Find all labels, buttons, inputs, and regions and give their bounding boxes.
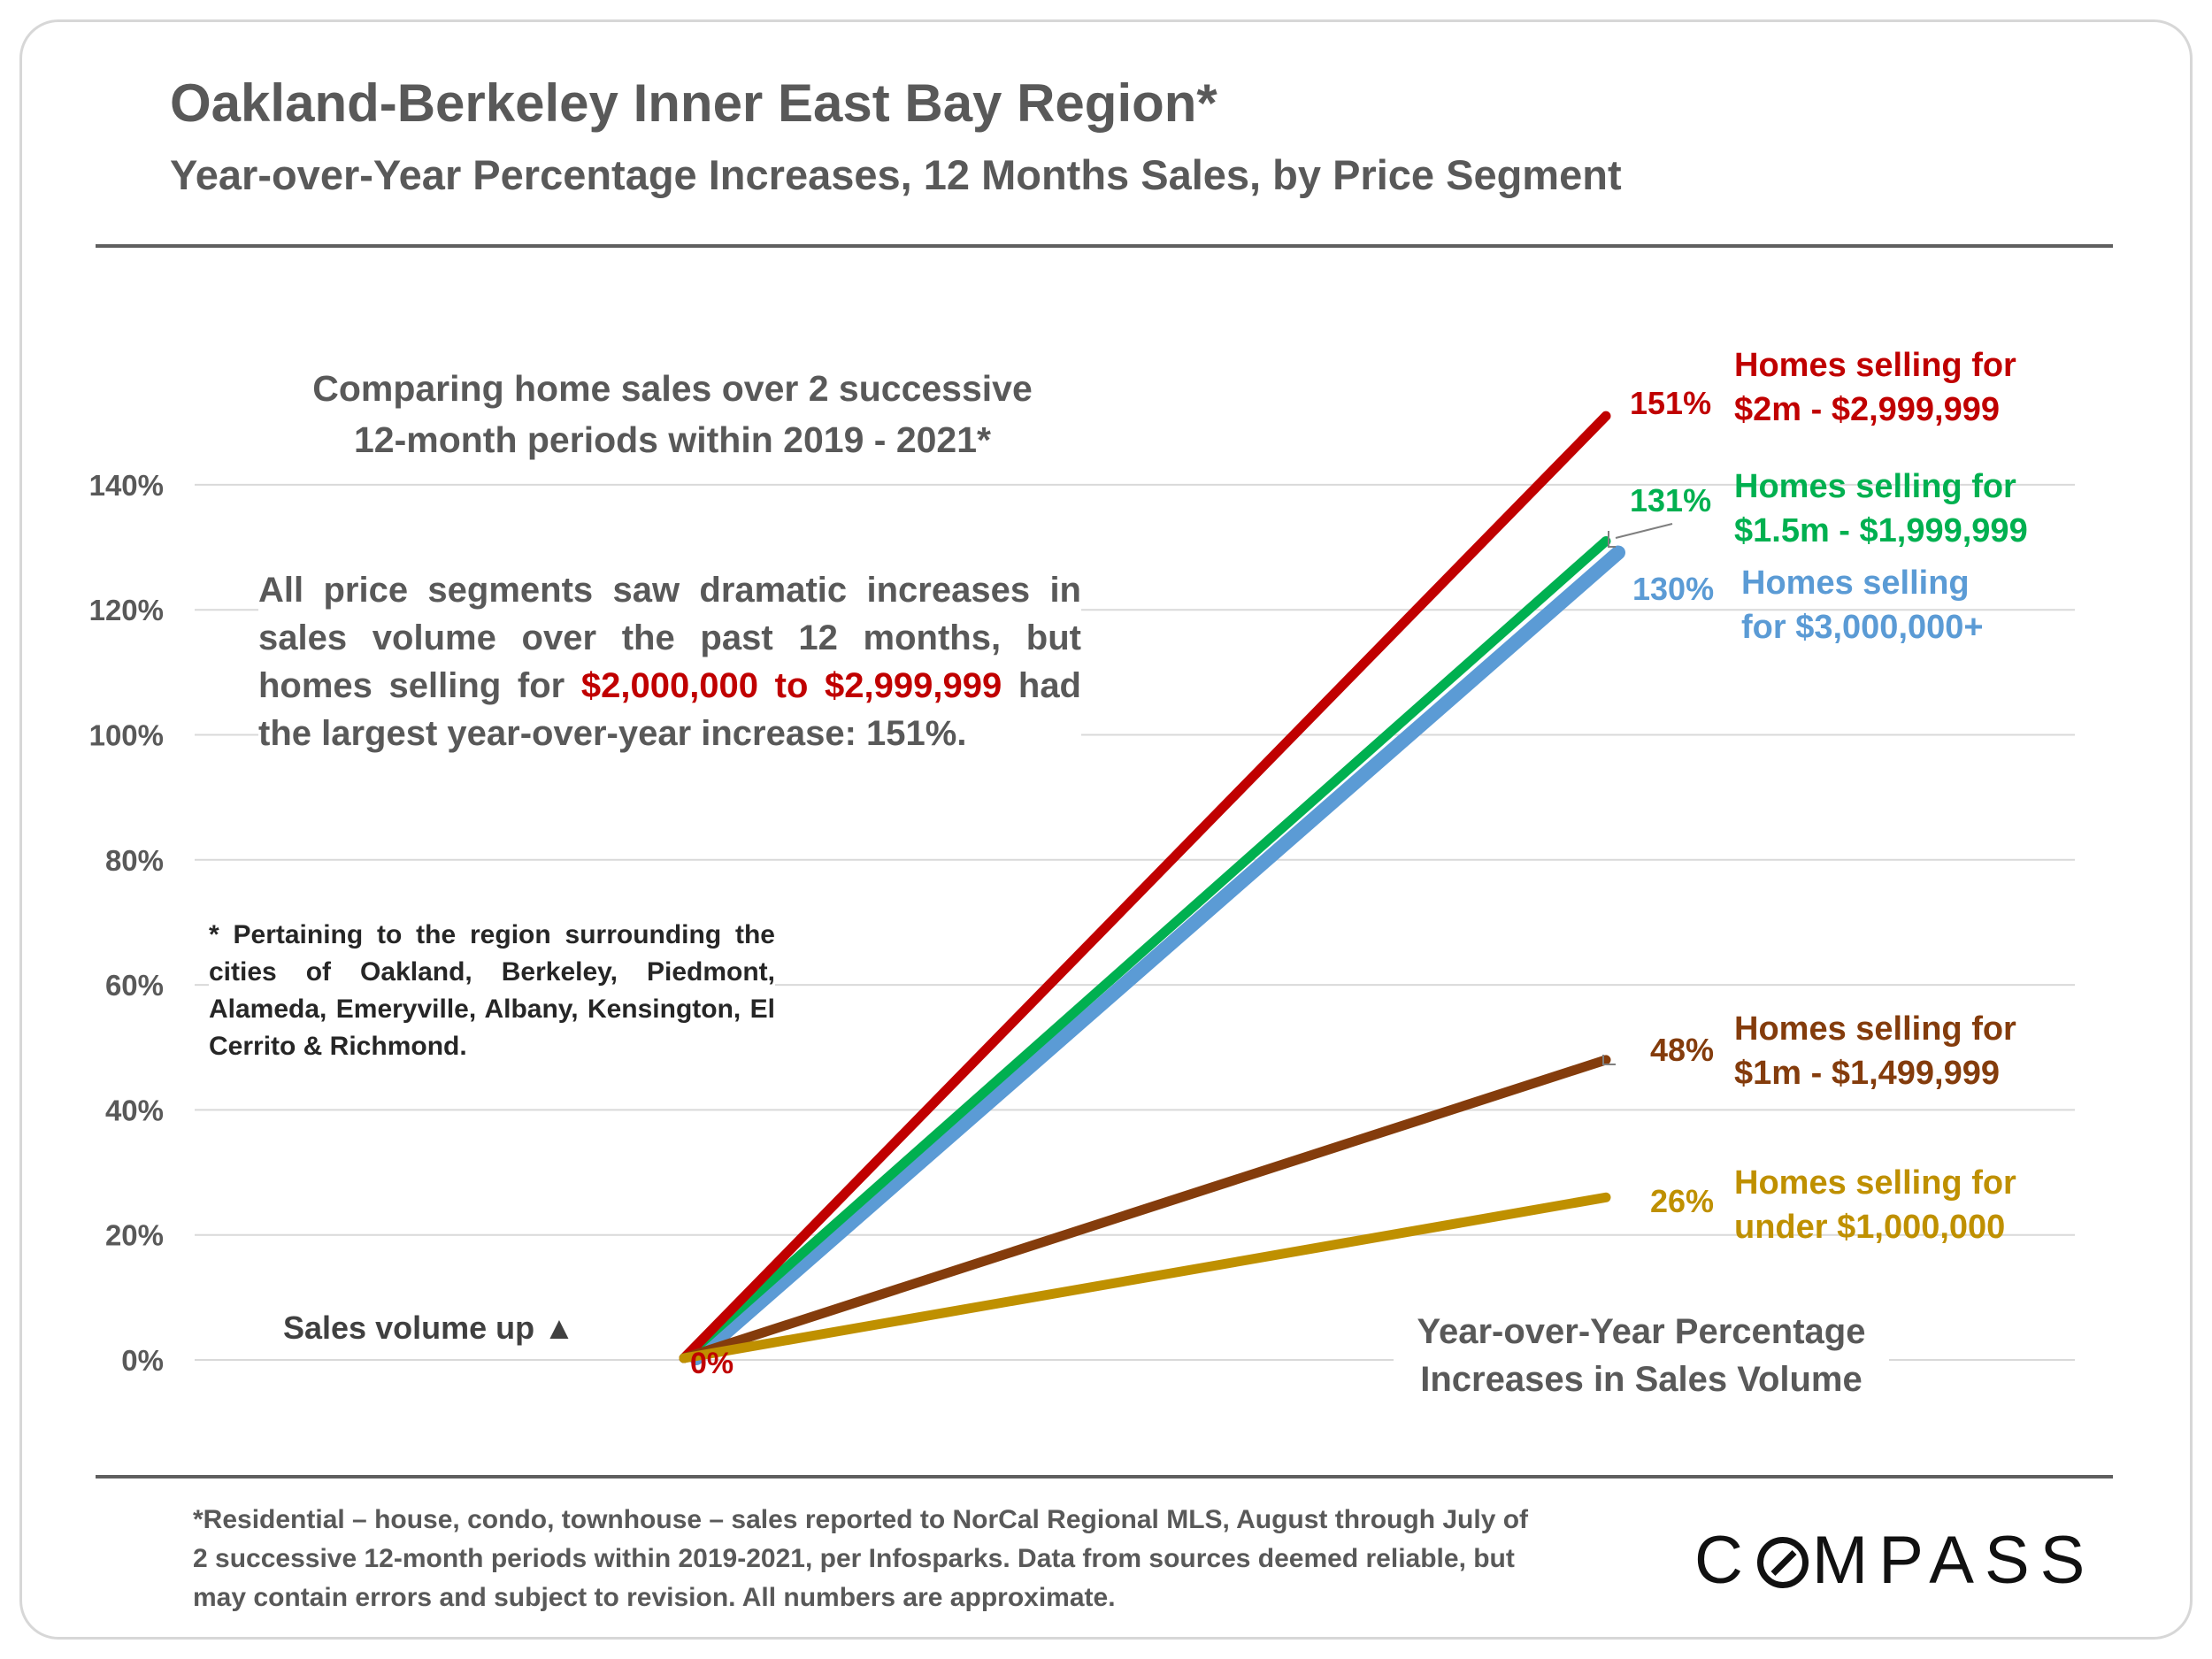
summary-text: All price segments saw dramatic increase… <box>258 566 1081 757</box>
legend-label-line: Homes selling for <box>1734 347 2016 384</box>
y-tick-label: 100% <box>89 719 164 752</box>
data-label-end: 48% <box>1650 1032 1714 1068</box>
data-label-end: 131% <box>1630 482 1711 518</box>
legend-label-2m-3m: Homes selling for $2m - $2,999,999 <box>1734 343 2016 432</box>
footnote: *Residential – house, condo, townhouse –… <box>193 1505 1529 1612</box>
yoy-caption-line-2: Increases in Sales Volume <box>1420 1360 1863 1399</box>
legend-label-line: Homes selling for <box>1734 1164 2016 1202</box>
page-subtitle: Year-over-Year Percentage Increases, 12 … <box>170 151 1622 198</box>
y-tick-label: 120% <box>89 594 164 626</box>
y-tick-label: 140% <box>89 469 164 502</box>
y-tick-label: 60% <box>105 969 164 1002</box>
series-line <box>689 545 1625 1365</box>
comparison-caption-line-2: 12-month periods within 2019 - 2021* <box>354 419 991 460</box>
legend-label-line: Homes selling <box>1741 565 1970 602</box>
data-label-end: 151% <box>1630 385 1711 421</box>
data-label-start: 0% <box>690 1347 733 1380</box>
series-line <box>679 411 1611 1363</box>
legend-label-line: under $1,000,000 <box>1734 1209 2006 1246</box>
page-title: Oakland-Berkeley Inner East Bay Region* <box>170 73 1217 133</box>
legend-label-line: for $3,000,000+ <box>1741 609 1984 646</box>
legend-label-line: Homes selling for <box>1734 468 2016 505</box>
series-line <box>679 1055 1611 1363</box>
yoy-caption-line-1: Year-over-Year Percentage <box>1417 1312 1866 1351</box>
legend-label-line: $2m - $2,999,999 <box>1734 391 2001 428</box>
sales-volume-up-label: Sales volume up ▲ <box>276 1310 582 1347</box>
leader-line <box>1615 523 1673 539</box>
region-note: * Pertaining to the region surrounding t… <box>209 917 775 1065</box>
legend-label-line: $1.5m - $1,999,999 <box>1734 512 2028 549</box>
compass-logo-o-glyph <box>1756 1537 1809 1588</box>
yoy-axis-caption: Year-over-Year Percentage Increases in S… <box>1394 1308 1889 1403</box>
legend-label-line: $1m - $1,499,999 <box>1734 1055 2001 1092</box>
series-line <box>679 1192 1611 1363</box>
y-tick-label: 20% <box>105 1219 164 1252</box>
bottom-divider <box>96 1475 2113 1479</box>
comparison-caption-line-1: Comparing home sales over 2 successive <box>312 368 1033 409</box>
data-label-end: 130% <box>1632 571 1714 607</box>
legend-label-under-1m: Homes selling for under $1,000,000 <box>1734 1161 2016 1249</box>
summary-highlight: $2,000,000 to $2,999,999 <box>580 666 1002 705</box>
summary-text-start: All price segments saw dramatic increase… <box>258 571 1081 705</box>
legend-label-line: Homes selling for <box>1734 1010 2016 1048</box>
top-divider <box>96 244 2113 248</box>
y-tick-label: 0% <box>121 1344 164 1377</box>
summary-text-end: had the largest year-over-year increase:… <box>258 666 1081 753</box>
legend-label-1-5m-2m: Homes selling for $1.5m - $1,999,999 <box>1734 465 2028 553</box>
series-line <box>679 535 1611 1363</box>
y-tick-label: 40% <box>105 1094 164 1126</box>
data-label-end: 26% <box>1650 1183 1714 1219</box>
y-tick-label: 80% <box>105 844 164 877</box>
leader-line <box>1608 531 1616 548</box>
compass-logo: C MPASS <box>1694 1523 2096 1598</box>
legend-label-1m-1-5m: Homes selling for $1m - $1,499,999 <box>1734 1007 2016 1095</box>
legend-label-3m-plus: Homes selling for $3,000,000+ <box>1741 561 1984 649</box>
leader-line <box>1602 1055 1616 1065</box>
comparison-caption: Comparing home sales over 2 successive 1… <box>265 363 1079 465</box>
